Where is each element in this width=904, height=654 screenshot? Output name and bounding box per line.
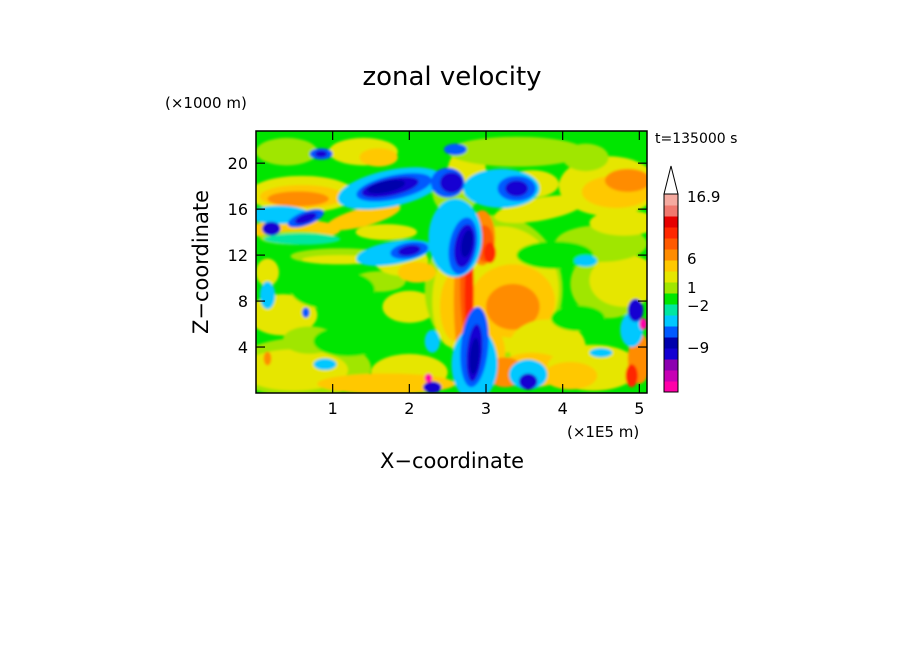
contour-region bbox=[259, 281, 276, 310]
x-tick-label: 5 bbox=[634, 399, 644, 418]
x-axis-ticks: 1 2 3 4 5 bbox=[328, 131, 644, 418]
colorbar-segment bbox=[664, 370, 678, 382]
colorbar-segment bbox=[664, 271, 678, 283]
contour-region bbox=[302, 307, 310, 318]
contour-region bbox=[589, 253, 647, 307]
contour-region bbox=[313, 358, 337, 371]
contour-region bbox=[290, 270, 375, 310]
colorbar-segment bbox=[664, 315, 678, 327]
time-label: t=135000 s bbox=[655, 131, 737, 147]
colorbar-segment bbox=[664, 216, 678, 228]
contour-region bbox=[562, 143, 609, 172]
contour-region bbox=[267, 191, 329, 207]
colorbar-segment bbox=[664, 293, 678, 305]
colorbar: 16.9 6 1−2 −9 bbox=[663, 165, 720, 393]
colorbar-segment bbox=[664, 337, 678, 349]
colorbar-segment bbox=[664, 381, 678, 393]
colorbar-label: −9 bbox=[687, 339, 709, 357]
contour-region bbox=[485, 283, 540, 330]
contour-region bbox=[317, 373, 456, 393]
y-tick-label: 4 bbox=[238, 338, 248, 357]
contour-region bbox=[262, 221, 281, 236]
contour-region bbox=[551, 305, 605, 331]
chart-title: zonal velocity bbox=[362, 62, 541, 92]
x-tick-label: 3 bbox=[481, 399, 491, 418]
contour-region bbox=[505, 180, 529, 197]
contour-region bbox=[424, 373, 433, 383]
contour-region bbox=[461, 230, 473, 258]
contour-region bbox=[483, 242, 496, 264]
contour-region bbox=[589, 210, 647, 236]
x-tick-label: 1 bbox=[328, 399, 338, 418]
x-tick-label: 4 bbox=[558, 399, 568, 418]
contour-region bbox=[256, 137, 318, 166]
contour-region bbox=[397, 262, 437, 283]
contour-region bbox=[604, 168, 647, 192]
plot-frame bbox=[255, 130, 648, 394]
contour-region bbox=[625, 364, 638, 388]
y-axis-title: Z−coordinate bbox=[189, 190, 213, 334]
contour-region bbox=[326, 203, 401, 231]
colorbar-segment bbox=[664, 194, 678, 206]
x-axis-title: X−coordinate bbox=[380, 449, 524, 473]
colorbar-segment bbox=[664, 359, 678, 371]
contour-region bbox=[639, 318, 647, 330]
colorbar-segment bbox=[664, 348, 678, 360]
colorbar-segment bbox=[664, 260, 678, 272]
contour-region bbox=[256, 258, 279, 287]
y-tick-label: 20 bbox=[228, 154, 248, 173]
colorbar-label: 16.9 bbox=[687, 188, 720, 206]
contour-region bbox=[443, 143, 467, 156]
colorbar-segment bbox=[664, 249, 678, 261]
colorbar-segment bbox=[664, 282, 678, 294]
contour-region bbox=[423, 381, 442, 393]
colorbar-segment bbox=[664, 238, 678, 250]
x-unit-label: (×1E5 m) bbox=[567, 423, 639, 441]
colorbar-segment bbox=[664, 326, 678, 338]
contour-region bbox=[543, 361, 598, 390]
colorbar-segment bbox=[664, 227, 678, 239]
y-tick-label: 8 bbox=[238, 292, 248, 311]
colorbar-label: −2 bbox=[687, 297, 709, 315]
contour-region bbox=[627, 298, 644, 322]
contour-region bbox=[574, 255, 598, 267]
contour-region bbox=[589, 348, 613, 358]
y-unit-label: (×1000 m) bbox=[165, 94, 247, 112]
contour-region bbox=[516, 241, 594, 269]
contour-region bbox=[518, 373, 538, 390]
contour-region bbox=[359, 148, 398, 167]
contour-region bbox=[315, 150, 328, 158]
contour-field bbox=[256, 131, 647, 393]
contour-region bbox=[367, 179, 406, 194]
colorbar-extend-arrow bbox=[663, 165, 679, 195]
y-tick-label: 12 bbox=[228, 246, 248, 265]
contour-region bbox=[494, 195, 586, 223]
colorbar-segment bbox=[664, 304, 678, 316]
contour-region bbox=[440, 172, 463, 194]
colorbar-label: 1 bbox=[687, 279, 697, 297]
contour-region bbox=[397, 245, 421, 256]
y-tick-label: 16 bbox=[228, 200, 248, 219]
colorbar-segment bbox=[664, 205, 678, 217]
contour-region bbox=[294, 212, 317, 225]
contour-region bbox=[263, 233, 341, 245]
x-tick-label: 2 bbox=[404, 399, 414, 418]
contour-region bbox=[469, 337, 480, 375]
contour-region bbox=[424, 329, 441, 353]
contour-region bbox=[263, 351, 272, 366]
contour-region bbox=[382, 290, 437, 323]
contour-region bbox=[355, 224, 418, 241]
y-axis-ticks: 4 8 12 16 20 bbox=[228, 154, 647, 357]
contour-region bbox=[313, 326, 383, 357]
contour-region bbox=[447, 136, 586, 167]
colorbar-label: 6 bbox=[687, 250, 697, 268]
